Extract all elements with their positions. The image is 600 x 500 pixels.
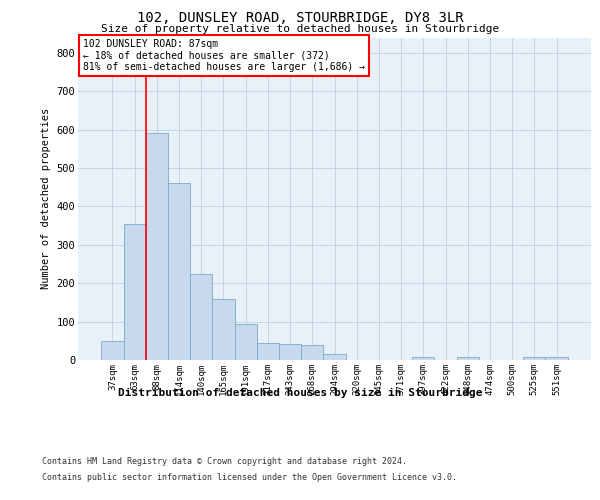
Bar <box>457 357 479 360</box>
Bar <box>146 134 168 360</box>
Bar <box>257 342 279 360</box>
Bar <box>168 184 190 360</box>
Text: 102 DUNSLEY ROAD: 87sqm
← 18% of detached houses are smaller (372)
81% of semi-d: 102 DUNSLEY ROAD: 87sqm ← 18% of detache… <box>83 39 365 72</box>
Text: Distribution of detached houses by size in Stourbridge: Distribution of detached houses by size … <box>118 388 482 398</box>
Text: Size of property relative to detached houses in Stourbridge: Size of property relative to detached ho… <box>101 24 499 34</box>
Bar <box>212 298 235 360</box>
Bar <box>412 357 434 360</box>
Y-axis label: Number of detached properties: Number of detached properties <box>41 108 51 290</box>
Bar <box>523 357 545 360</box>
Text: Contains HM Land Registry data © Crown copyright and database right 2024.: Contains HM Land Registry data © Crown c… <box>42 458 407 466</box>
Bar <box>301 346 323 360</box>
Text: Contains public sector information licensed under the Open Government Licence v3: Contains public sector information licen… <box>42 472 457 482</box>
Bar <box>124 224 146 360</box>
Bar <box>190 274 212 360</box>
Bar <box>323 354 346 360</box>
Bar <box>279 344 301 360</box>
Text: 102, DUNSLEY ROAD, STOURBRIDGE, DY8 3LR: 102, DUNSLEY ROAD, STOURBRIDGE, DY8 3LR <box>137 11 463 25</box>
Bar <box>235 324 257 360</box>
Bar <box>101 341 124 360</box>
Bar <box>545 357 568 360</box>
